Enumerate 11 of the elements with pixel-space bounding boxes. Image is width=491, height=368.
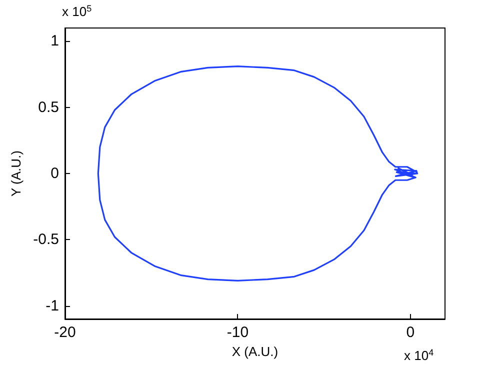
x-tick-label: 0 bbox=[406, 324, 415, 341]
line-series bbox=[97, 66, 418, 282]
y-tick-label: 0 bbox=[50, 165, 59, 182]
y-tick-label: 1 bbox=[50, 32, 59, 50]
x-tick-label: -20 bbox=[54, 324, 76, 341]
y-tick-label: 0.5 bbox=[38, 98, 59, 116]
y-tick-label: -0.5 bbox=[33, 231, 59, 248]
x-axis-title: X (A.U.) bbox=[232, 344, 278, 359]
y-axis-title: Y (A.U.) bbox=[8, 150, 24, 196]
y-tick-label: -1 bbox=[46, 297, 59, 314]
x-tick-label: -10 bbox=[226, 324, 249, 341]
